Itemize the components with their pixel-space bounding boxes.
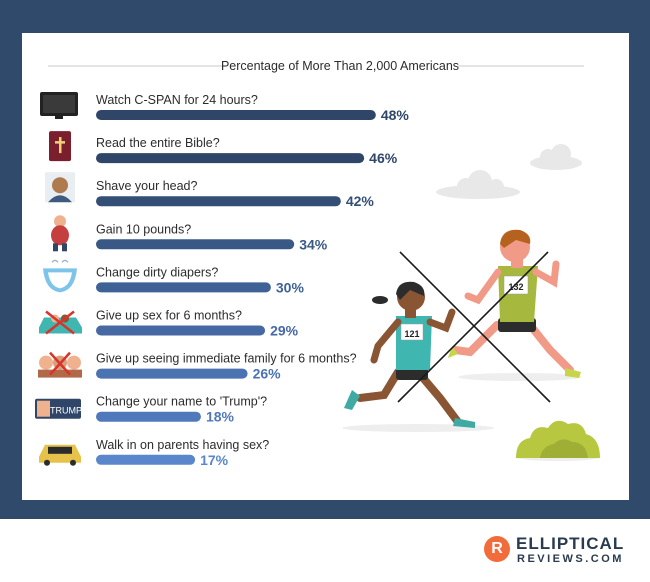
value-label: 30% (276, 279, 305, 295)
bar (96, 239, 295, 250)
bar (96, 153, 365, 164)
cloud-icon (530, 144, 582, 170)
bar (96, 110, 376, 120)
bald-head-icon (45, 172, 75, 203)
bar (96, 454, 196, 465)
category-label: Watch C-SPAN for 24 hours? (96, 93, 258, 107)
overweight-person-icon (51, 215, 69, 252)
tv-icon (40, 92, 78, 119)
car-icon (39, 444, 81, 466)
family-crossed-icon (38, 351, 82, 378)
value-label: 46% (369, 150, 398, 166)
bar (96, 196, 341, 207)
bar (96, 411, 201, 422)
trump-badge-icon: TRUMP (35, 398, 82, 419)
category-label: Change your name to 'Trump'? (96, 395, 267, 409)
chart-title: Percentage of More Than 2,000 Americans (221, 59, 459, 73)
cross-line-1 (399, 251, 551, 403)
brand-name-top: ELLIPTICAL (516, 534, 625, 553)
category-label: Give up seeing immediate family for 6 mo… (96, 352, 357, 366)
bar (96, 325, 266, 336)
brand-name-bottom: REVIEWS.COM (517, 553, 624, 565)
trump-badge-text: TRUMP (50, 406, 82, 416)
value-label: 48% (381, 107, 410, 123)
category-label: Shave your head? (96, 179, 198, 193)
value-label: 26% (253, 366, 282, 382)
value-label: 42% (346, 193, 375, 209)
value-label: 17% (200, 452, 229, 468)
bar (96, 282, 271, 293)
cross-line-2 (397, 251, 549, 403)
category-label: Change dirty diapers? (96, 265, 218, 279)
runner-front-icon: 121 (344, 281, 475, 428)
cloud-icon (436, 170, 520, 199)
runner-bib-back: 132 (508, 282, 523, 292)
category-label: Read the entire Bible? (96, 136, 220, 150)
runners-illustration: 132 121 (342, 229, 582, 432)
runner-bib-front: 121 (404, 329, 419, 339)
couple-in-car-icon (39, 310, 82, 335)
value-label: 18% (206, 409, 235, 425)
category-label: Gain 10 pounds? (96, 222, 191, 236)
category-label: Give up sex for 6 months? (96, 309, 242, 323)
value-label: 29% (270, 323, 299, 339)
value-label: 34% (299, 236, 328, 252)
diaper-icon (43, 259, 77, 293)
row-icons: TRUMP (35, 92, 82, 466)
brand-logo[interactable]: R ELLIPTICAL REVIEWS.COM (484, 530, 644, 570)
bars: Watch C-SPAN for 24 hours? 48% Read the en… (96, 93, 409, 468)
bar (96, 368, 248, 379)
runner-back-icon: 132 (448, 229, 581, 378)
bible-icon (49, 131, 71, 162)
chart: Percentage of More Than 2,000 Americans … (35, 59, 601, 468)
logo-badge-icon: R (484, 536, 510, 562)
bush-icon (515, 420, 601, 461)
category-label: Walk in on parents having sex? (96, 438, 269, 452)
